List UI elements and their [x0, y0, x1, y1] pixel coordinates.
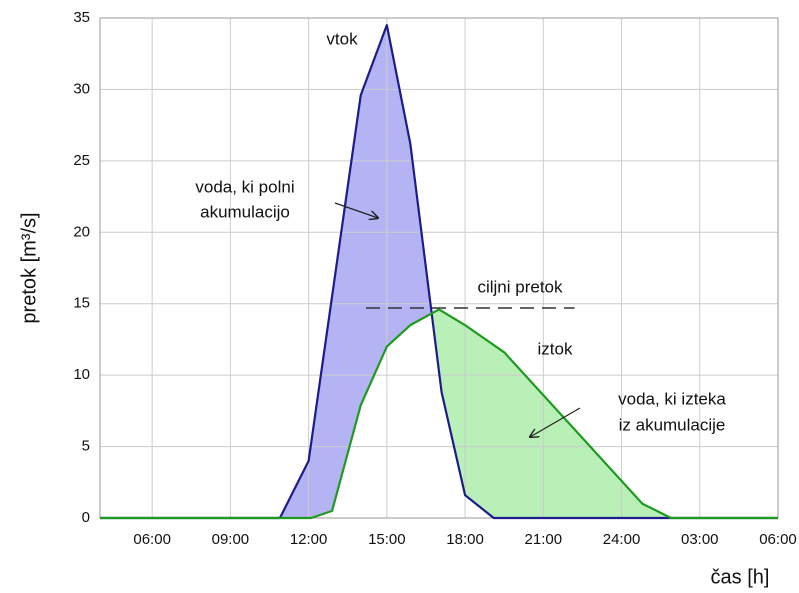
x-tick-label: 03:00 [681, 531, 719, 548]
annotation: voda, ki polni [195, 177, 294, 196]
y-tick-label: 30 [73, 80, 90, 97]
y-tick-label: 20 [73, 223, 90, 240]
series-label: iztok [538, 339, 573, 358]
target-label: ciljni pretok [477, 277, 563, 296]
x-tick-label: 21:00 [525, 531, 563, 548]
plot-area [99, 17, 779, 520]
x-tick-label: 15:00 [368, 531, 406, 548]
plot-border [99, 17, 779, 519]
y-tick-label: 0 [82, 509, 90, 526]
y-tick-label: 10 [73, 366, 90, 383]
arrow [530, 407, 581, 437]
x-tick-label: 09:00 [212, 531, 250, 548]
y-tick-label: 25 [73, 152, 90, 169]
x-tick-label: 18:00 [446, 531, 484, 548]
arrow [334, 202, 378, 218]
x-tick-label: 06:00 [133, 531, 171, 548]
series-label: vtok [326, 29, 358, 48]
line [100, 308, 778, 520]
x-tick-label: 06:00 [759, 531, 797, 548]
y-tick-label: 15 [73, 295, 90, 312]
overlap-mask [100, 309, 778, 518]
annotation: iz akumulacije [619, 415, 726, 434]
annotation: akumulacijo [200, 202, 290, 221]
x-axis-title: čas [h] [711, 566, 770, 588]
y-tick-label: 5 [82, 438, 90, 455]
annotation: voda, ki izteka [618, 389, 726, 408]
x-tick-label: 12:00 [290, 531, 328, 548]
line [100, 24, 778, 520]
y-tick-label: 35 [73, 9, 90, 26]
x-tick-label: 24:00 [603, 531, 641, 548]
y-axis-title: pretok [m³/s] [18, 212, 40, 323]
